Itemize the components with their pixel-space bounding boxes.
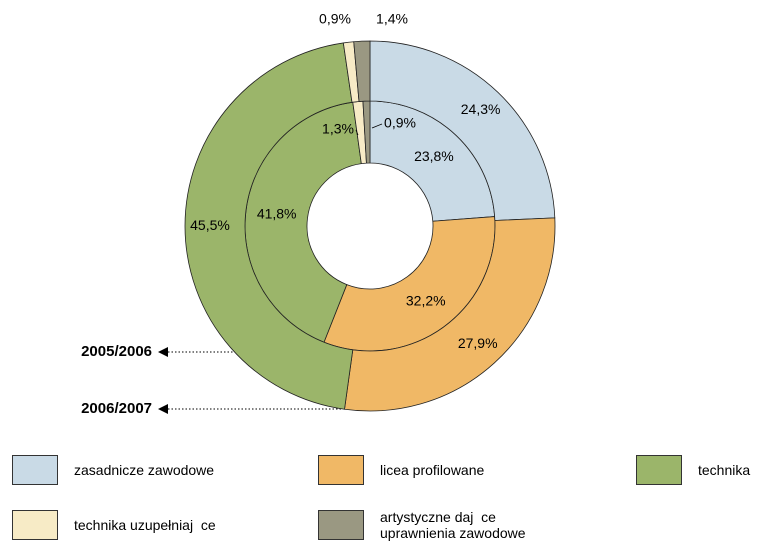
ring-label: 2006/2007 (81, 400, 152, 417)
leader (371, 123, 383, 129)
data-label: 32,2% (406, 292, 446, 308)
legend-swatch (318, 510, 364, 540)
data-label: 27,9% (458, 335, 498, 351)
data-label: 45,5% (190, 217, 230, 233)
data-label: 0,9% (384, 115, 416, 131)
leader (355, 129, 359, 136)
data-label: 24,3% (461, 101, 501, 117)
slice (353, 40, 371, 102)
arrow (158, 404, 168, 414)
data-label: 0,9% (319, 11, 351, 27)
data-label: 41,8% (257, 206, 297, 222)
legend-label: technika (698, 462, 751, 478)
data-label: 1,3% (322, 121, 354, 137)
slice (184, 42, 354, 410)
legend-label: technika uzupełniaj ce (74, 517, 216, 533)
arrow (158, 347, 168, 357)
data-label: 23,8% (414, 148, 454, 164)
legend-swatch (12, 510, 58, 540)
legend-swatch (12, 455, 58, 485)
data-label: 1,4% (376, 11, 408, 27)
slice (344, 217, 556, 412)
legend-label: licea profilowane (380, 462, 485, 478)
legend-label: zasadnicze zawodowe (74, 462, 215, 478)
legend-swatch (318, 455, 364, 485)
ring-label: 2005/2006 (81, 343, 152, 360)
legend-swatch (636, 455, 682, 485)
legend-label: artystyczne daj ce uprawnienia zawodowe (380, 509, 526, 541)
